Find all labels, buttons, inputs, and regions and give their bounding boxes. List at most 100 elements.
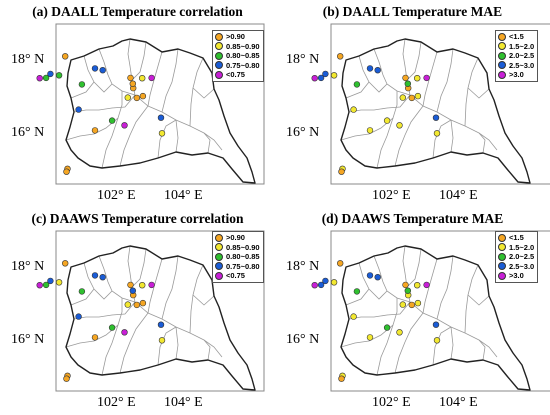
station-marker bbox=[350, 313, 357, 320]
region-outline bbox=[340, 38, 531, 184]
station-marker bbox=[374, 273, 381, 281]
station-marker bbox=[433, 337, 441, 344]
station-marker bbox=[42, 281, 50, 289]
station-marker bbox=[396, 329, 403, 336]
province-boundary bbox=[70, 288, 95, 306]
legend-item: <0.75 bbox=[215, 70, 260, 80]
map-frame bbox=[330, 230, 550, 392]
station-marker bbox=[317, 281, 325, 289]
station-marker bbox=[432, 114, 440, 121]
magenta-swatch bbox=[215, 70, 223, 79]
yellow-swatch bbox=[215, 243, 223, 252]
station-marker bbox=[414, 299, 422, 307]
station-marker bbox=[317, 74, 325, 82]
legend-label: >0.90 bbox=[226, 233, 245, 243]
province-boundary bbox=[119, 312, 149, 374]
station-marker bbox=[396, 122, 403, 129]
lat-label-16n: 16° N bbox=[286, 332, 320, 347]
station-marker bbox=[414, 74, 421, 82]
station-marker bbox=[374, 66, 381, 74]
station-marker bbox=[423, 281, 430, 289]
station-marker bbox=[47, 277, 54, 285]
lon-label-102e: 102° E bbox=[97, 395, 136, 410]
legend-item: 0.85~0.90 bbox=[215, 42, 260, 52]
lon-label-104e: 104° E bbox=[164, 395, 203, 410]
region-outline bbox=[340, 245, 531, 391]
province-boundary bbox=[450, 326, 454, 360]
station-marker bbox=[399, 94, 407, 101]
legend-label: 2.0~2.5 bbox=[509, 252, 535, 262]
station-marker bbox=[423, 74, 430, 82]
station-marker bbox=[63, 375, 70, 382]
station-marker bbox=[311, 74, 318, 82]
yellow-swatch bbox=[215, 42, 223, 51]
station-marker bbox=[55, 279, 63, 286]
lat-label-18n: 18° N bbox=[11, 52, 45, 67]
station-marker bbox=[336, 53, 344, 60]
legend-item: 2.0~2.5 bbox=[498, 252, 534, 262]
legend-item: 0.80~0.85 bbox=[215, 252, 260, 262]
station-marker bbox=[399, 301, 407, 308]
lat-label-16n: 16° N bbox=[286, 125, 320, 140]
province-boundary bbox=[65, 298, 123, 348]
region-outline bbox=[65, 38, 256, 184]
station-marker bbox=[91, 334, 99, 341]
station-marker bbox=[383, 324, 391, 331]
station-marker bbox=[133, 301, 141, 309]
station-marker bbox=[91, 272, 99, 279]
station-marker bbox=[133, 94, 141, 102]
province-boundary bbox=[192, 294, 215, 306]
legend-label: 0.80~0.85 bbox=[226, 252, 260, 262]
station-marker bbox=[402, 74, 409, 82]
panel-b: (b) DAALL Temperature MAE 18° N 16° N 10… bbox=[275, 0, 550, 207]
legend-item: <0.75 bbox=[215, 271, 260, 281]
legend-label: <0.75 bbox=[226, 271, 245, 281]
station-marker bbox=[91, 65, 99, 72]
station-marker bbox=[157, 114, 165, 121]
station-marker bbox=[124, 301, 132, 308]
station-marker bbox=[139, 299, 147, 307]
green-swatch bbox=[215, 252, 223, 261]
station-marker bbox=[139, 74, 146, 82]
legend-item: 0.80~0.85 bbox=[215, 51, 260, 61]
blue-swatch bbox=[498, 61, 506, 70]
province-boundary bbox=[161, 255, 179, 320]
province-boundary bbox=[376, 324, 394, 376]
legend-label: 0.75~0.80 bbox=[226, 261, 260, 271]
province-boundary bbox=[203, 339, 211, 361]
province-boundary bbox=[203, 132, 211, 154]
station-marker bbox=[353, 81, 361, 88]
station-marker bbox=[383, 117, 391, 124]
province-boundary bbox=[467, 87, 490, 99]
province-boundary bbox=[73, 301, 136, 320]
station-marker bbox=[139, 281, 146, 289]
province-boundary bbox=[406, 248, 422, 288]
station-marker bbox=[353, 288, 361, 295]
province-boundary bbox=[101, 117, 119, 169]
legend: <1.5 1.5~2.0 2.0~2.5 2.5~3.0 >3.0 bbox=[495, 30, 539, 82]
station-marker bbox=[408, 301, 416, 309]
legend-item: >0.90 bbox=[215, 233, 260, 243]
legend-label: <1.5 bbox=[509, 32, 524, 42]
orange-swatch bbox=[498, 233, 506, 242]
legend-item: 2.0~2.5 bbox=[498, 51, 534, 61]
station-marker bbox=[404, 80, 412, 87]
blue-swatch bbox=[498, 262, 506, 271]
legend-item: 0.75~0.80 bbox=[215, 262, 260, 272]
legend-item: 0.85~0.90 bbox=[215, 243, 260, 253]
legend-item: <1.5 bbox=[498, 32, 534, 42]
province-boundary bbox=[119, 105, 149, 167]
station-marker bbox=[311, 281, 318, 289]
province-boundary bbox=[161, 48, 179, 113]
lat-label-18n: 18° N bbox=[286, 52, 320, 67]
legend-item: 1.5~2.0 bbox=[498, 42, 534, 52]
province-boundary bbox=[376, 117, 394, 169]
station-marker bbox=[350, 106, 357, 113]
map-b bbox=[311, 23, 550, 185]
station-marker bbox=[330, 279, 338, 286]
station-marker bbox=[75, 313, 82, 320]
panel-d: (d) DAAWS Temperature MAE 18° N 16° N 10… bbox=[275, 207, 550, 414]
station-marker bbox=[129, 80, 137, 87]
magenta-swatch bbox=[498, 70, 506, 79]
legend: >0.90 0.85~0.90 0.80~0.85 0.75~0.80 <0.7… bbox=[212, 231, 264, 283]
